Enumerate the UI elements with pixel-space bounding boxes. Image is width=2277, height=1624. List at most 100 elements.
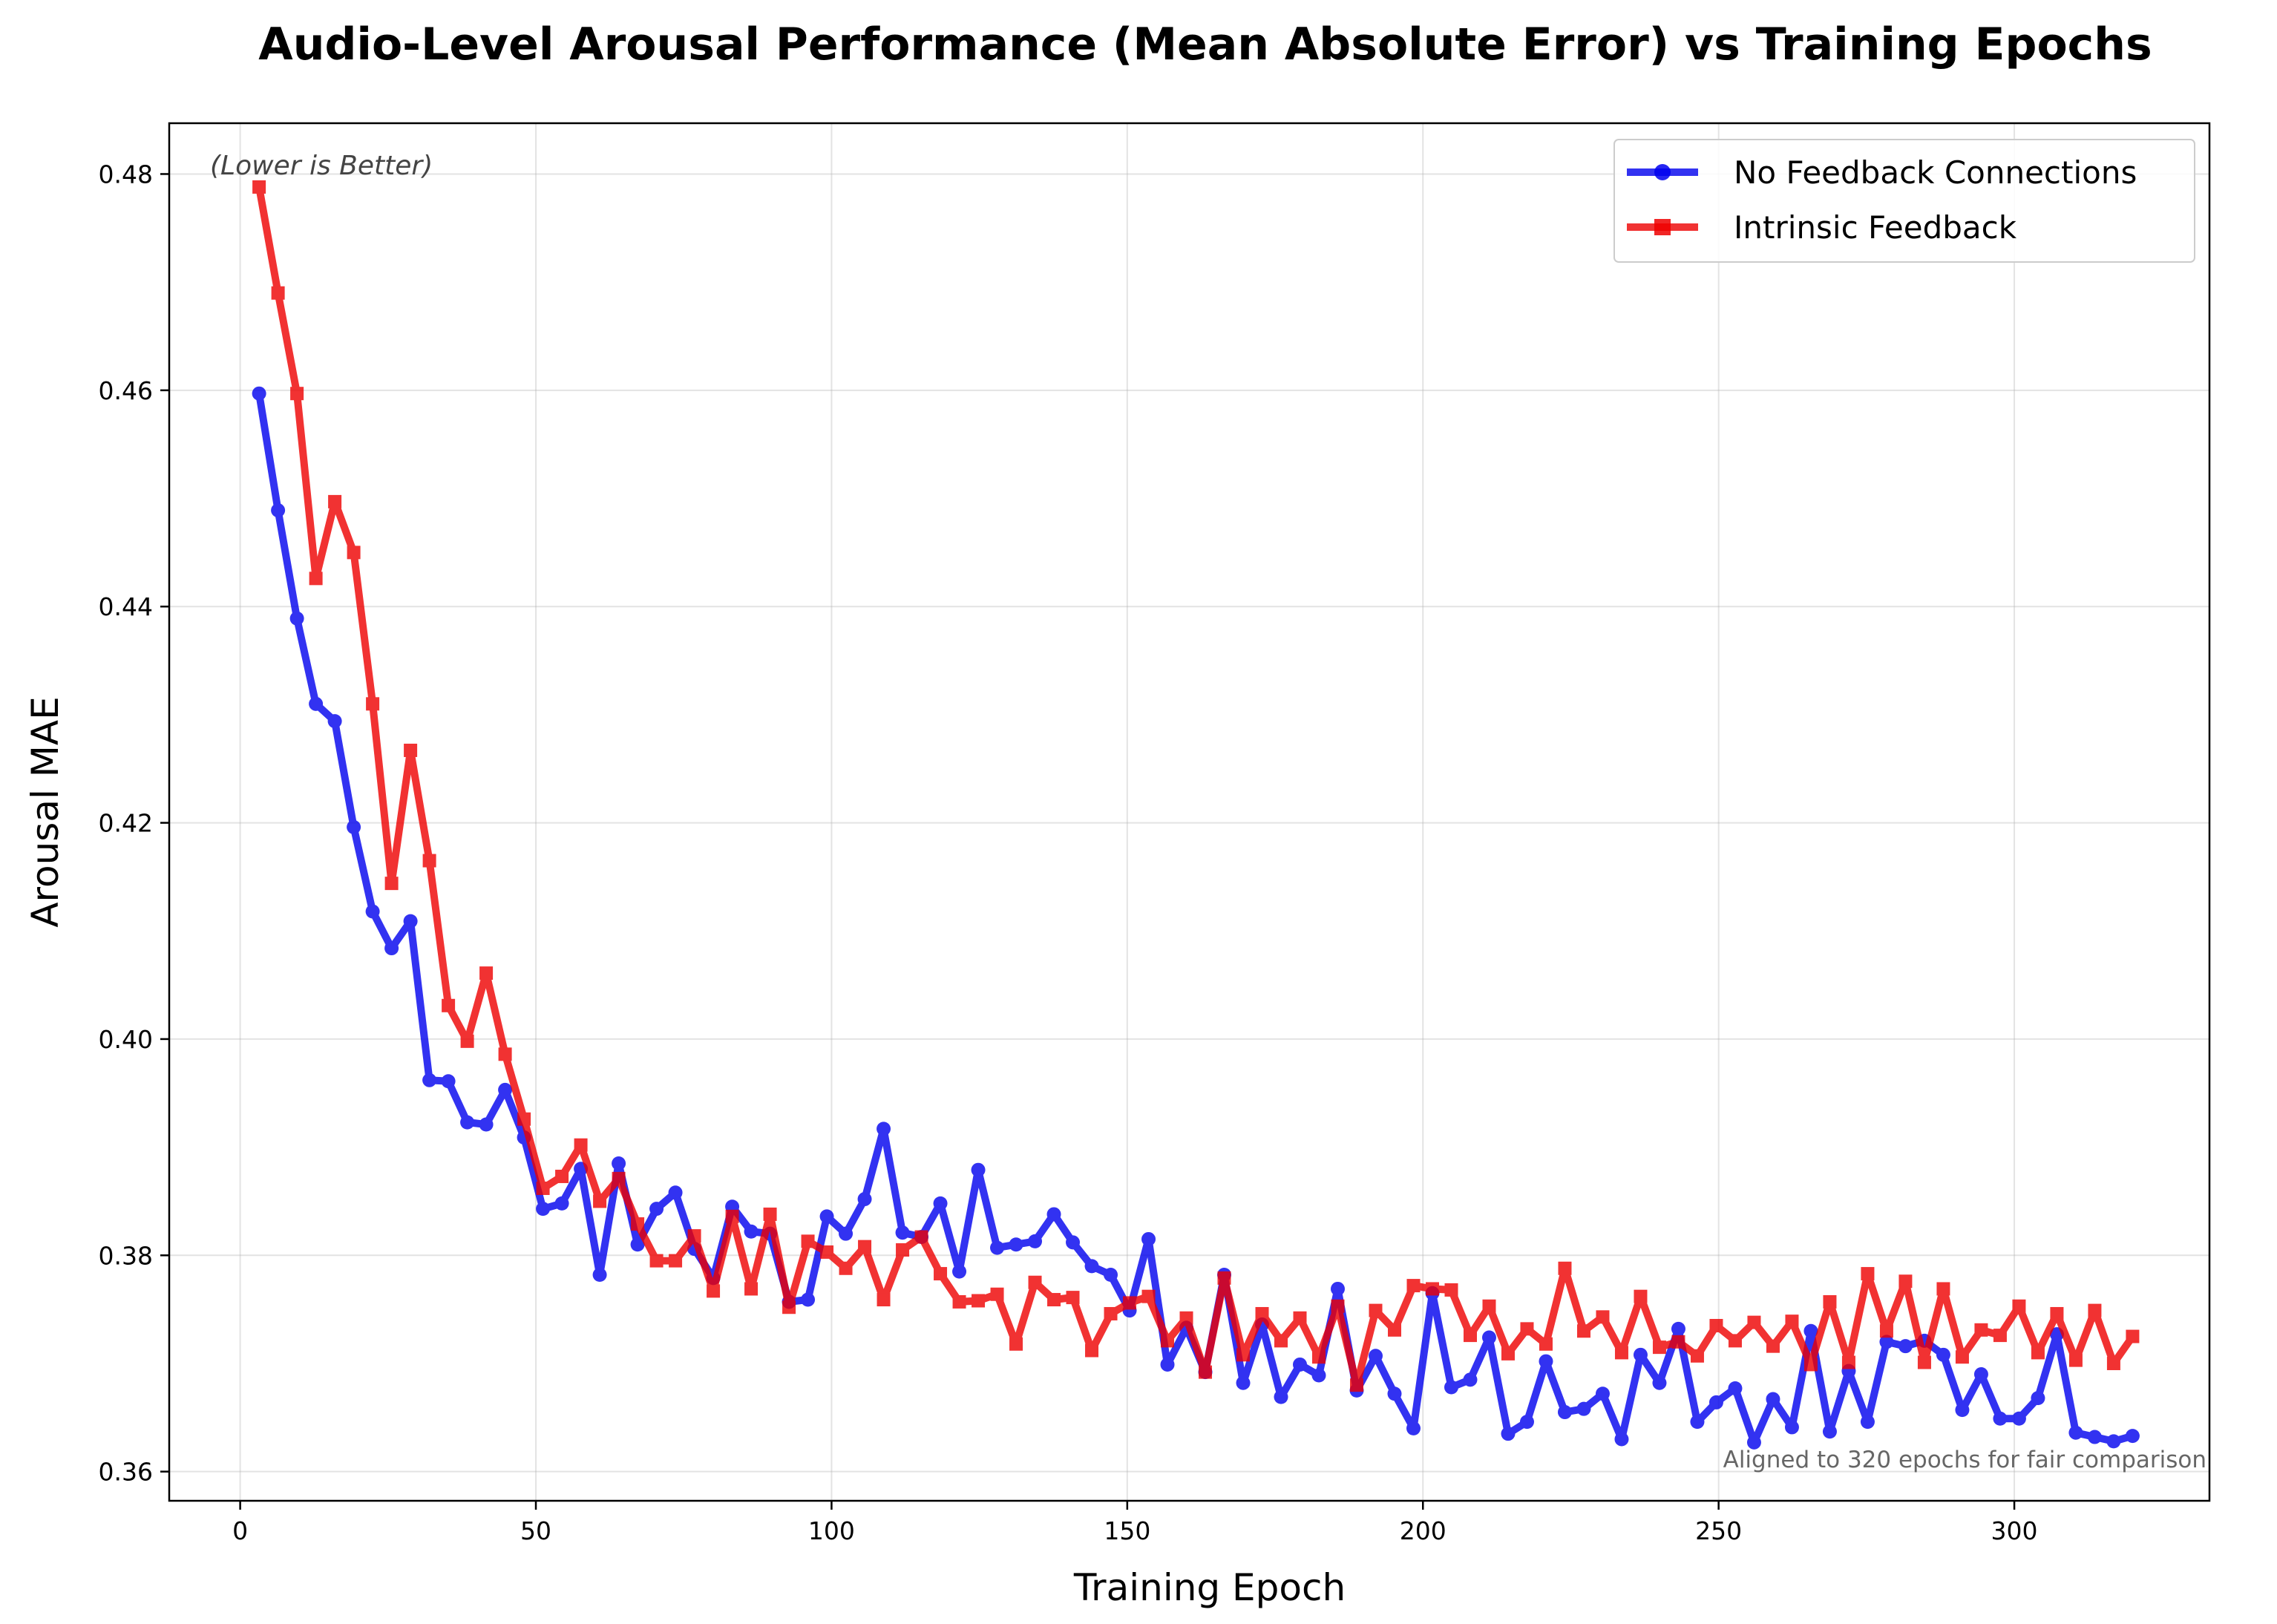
data-point <box>422 1073 437 1087</box>
x-axis-label: Training Epoch <box>1073 1566 1346 1609</box>
data-point <box>744 1224 759 1239</box>
data-point <box>952 1264 967 1279</box>
data-point <box>1482 1299 1496 1313</box>
data-point <box>707 1284 721 1298</box>
data-point <box>668 1185 683 1200</box>
data-point <box>820 1245 834 1259</box>
data-point <box>1274 1389 1288 1404</box>
data-point <box>1576 1401 1591 1416</box>
data-point <box>1463 1372 1478 1387</box>
axis-ticks: 0 50 100 150 200 250 300 0.36 0.38 0.40 0.42 0.44 0.… <box>99 160 2038 1545</box>
data-point <box>1028 1234 1043 1248</box>
data-point <box>1955 1350 1969 1364</box>
data-point <box>1463 1329 1477 1343</box>
data-point <box>1747 1315 1761 1329</box>
data-point <box>630 1237 645 1252</box>
data-point <box>328 494 342 508</box>
data-point <box>365 904 380 919</box>
data-point <box>592 1268 607 1283</box>
data-point <box>1217 1271 1231 1285</box>
legend: No Feedback Connections Intrinsic Feedbac… <box>1613 139 2195 263</box>
x-tick-label: 300 <box>1991 1516 2038 1545</box>
data-point <box>1330 1281 1345 1296</box>
data-point <box>1349 1378 1363 1392</box>
data-point <box>1898 1339 1913 1354</box>
data-point <box>1614 1346 1628 1360</box>
data-point <box>687 1229 701 1243</box>
data-point <box>1104 1268 1118 1283</box>
data-point <box>1519 1415 1534 1430</box>
data-point <box>460 1115 475 1130</box>
data-point <box>649 1202 664 1217</box>
data-point <box>839 1261 853 1275</box>
data-point <box>1481 1330 1496 1345</box>
data-point <box>252 180 266 194</box>
data-point <box>384 941 399 956</box>
data-point <box>801 1292 816 1307</box>
data-point <box>1766 1392 1780 1407</box>
data-point <box>1728 1381 1743 1395</box>
data-point <box>1331 1299 1345 1313</box>
x-tick-label: 100 <box>808 1516 855 1545</box>
data-point <box>1179 1311 1193 1325</box>
data-point <box>2050 1306 2064 1320</box>
data-point <box>422 854 436 868</box>
data-point <box>896 1243 910 1257</box>
data-point <box>554 1196 569 1211</box>
data-point <box>2106 1434 2121 1449</box>
data-point <box>934 1267 948 1281</box>
data-point <box>1293 1311 1307 1325</box>
data-point <box>1387 1386 1402 1401</box>
data-point <box>1634 1289 1648 1303</box>
data-point <box>252 386 266 401</box>
data-point <box>1255 1306 1269 1320</box>
data-point <box>1009 1337 1023 1351</box>
data-point <box>1368 1349 1383 1363</box>
data-point <box>839 1226 854 1241</box>
data-point <box>1614 1432 1629 1447</box>
data-point <box>1728 1334 1742 1348</box>
data-point <box>744 1282 759 1296</box>
y-tick-label: 0.46 <box>99 376 153 405</box>
data-point <box>1708 1395 1723 1409</box>
data-point <box>1123 1296 1137 1310</box>
data-point <box>1557 1405 1572 1420</box>
data-point <box>612 1171 626 1185</box>
data-point <box>858 1240 872 1254</box>
x-tick-label: 250 <box>1695 1516 1742 1545</box>
y-tick-label: 0.44 <box>99 592 153 621</box>
data-point <box>1160 1357 1175 1372</box>
data-point <box>1993 1411 2008 1426</box>
data-point <box>857 1192 872 1207</box>
x-tick-label: 150 <box>1104 1516 1150 1545</box>
data-point <box>990 1240 1005 1255</box>
data-point <box>1652 1340 1666 1355</box>
data-point <box>1974 1323 1988 1337</box>
data-point <box>1652 1375 1667 1390</box>
data-point <box>649 1254 664 1268</box>
data-point <box>1879 1335 1894 1349</box>
data-point <box>1709 1318 1723 1332</box>
y-tick-label: 0.48 <box>99 160 153 189</box>
data-point <box>309 696 324 711</box>
data-point <box>347 819 361 834</box>
data-point <box>479 966 494 980</box>
data-point <box>1823 1294 1837 1309</box>
data-point <box>801 1234 815 1248</box>
data-point <box>1539 1354 1553 1369</box>
data-point <box>669 1254 683 1268</box>
data-point <box>782 1300 796 1314</box>
data-point <box>498 1082 513 1097</box>
data-point <box>1633 1347 1648 1362</box>
data-point <box>2125 1429 2140 1444</box>
data-point <box>2012 1299 2026 1313</box>
data-point <box>1690 1415 1705 1430</box>
data-point <box>631 1217 645 1231</box>
data-point <box>1595 1386 1610 1401</box>
series-layer <box>252 180 2140 1450</box>
y-tick-label: 0.36 <box>99 1458 153 1487</box>
data-point <box>327 714 342 729</box>
data-point <box>952 1294 966 1309</box>
data-point <box>2068 1425 2083 1440</box>
data-point <box>1085 1343 1099 1358</box>
